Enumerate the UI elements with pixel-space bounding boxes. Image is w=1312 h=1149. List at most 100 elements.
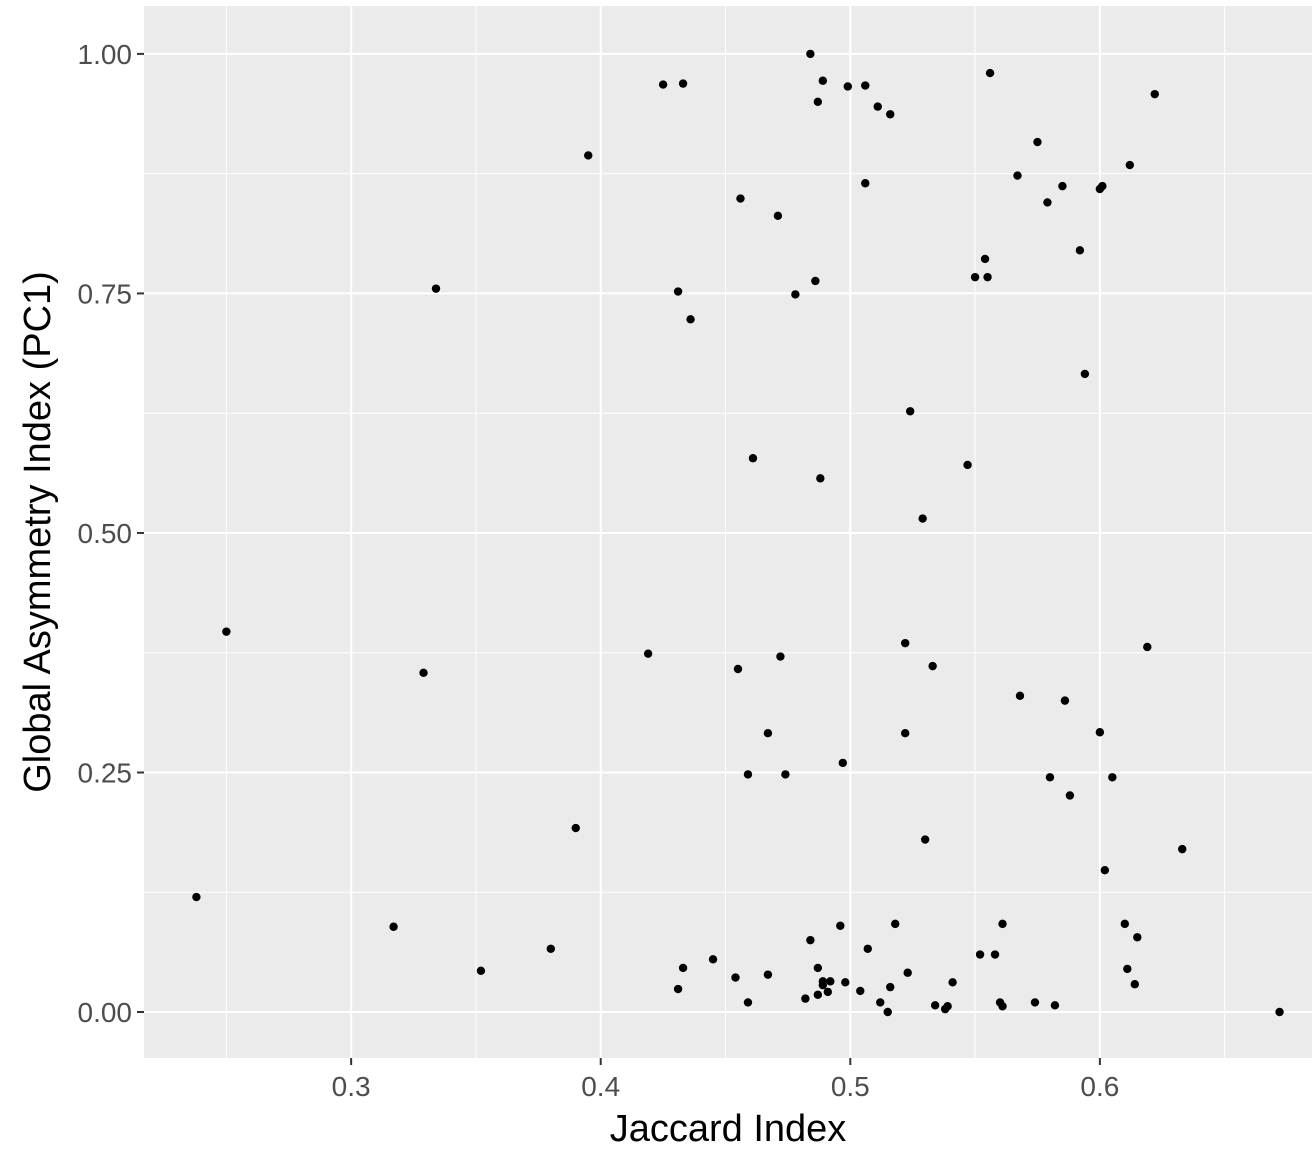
data-point bbox=[995, 998, 1005, 1007]
data-point bbox=[811, 276, 820, 286]
data-point bbox=[900, 729, 910, 738]
data-point bbox=[928, 661, 937, 671]
data-point bbox=[838, 758, 848, 768]
data-point bbox=[970, 272, 980, 282]
data-point bbox=[1015, 691, 1025, 701]
data-point bbox=[920, 835, 930, 844]
data-point bbox=[836, 921, 845, 930]
data-point bbox=[1120, 919, 1130, 929]
major-gridlines bbox=[144, 6, 1312, 1058]
data-point bbox=[763, 970, 773, 979]
data-point bbox=[943, 1002, 952, 1011]
data-point bbox=[886, 982, 895, 992]
data-point bbox=[1043, 198, 1052, 207]
data-point bbox=[584, 151, 593, 160]
data-point bbox=[1033, 137, 1042, 147]
data-point bbox=[1178, 844, 1187, 854]
data-point bbox=[823, 987, 833, 997]
data-point bbox=[801, 994, 810, 1003]
data-point bbox=[678, 79, 688, 88]
data-point bbox=[1125, 160, 1135, 170]
data-point bbox=[776, 652, 785, 661]
data-point bbox=[743, 998, 753, 1007]
data-point bbox=[673, 984, 683, 994]
data-point bbox=[1130, 980, 1140, 989]
x-tick-label: 0.6 bbox=[1080, 1071, 1119, 1102]
data-point bbox=[748, 454, 758, 463]
data-point bbox=[930, 1001, 940, 1010]
data-point bbox=[813, 963, 823, 973]
data-point bbox=[816, 474, 825, 483]
data-point bbox=[1133, 933, 1142, 942]
y-tick-label: 0.75 bbox=[78, 278, 133, 309]
data-point bbox=[975, 950, 985, 959]
data-point bbox=[1108, 773, 1117, 782]
data-point bbox=[841, 978, 850, 987]
data-point bbox=[861, 81, 870, 90]
data-point bbox=[731, 973, 740, 982]
data-point bbox=[708, 955, 718, 964]
data-point bbox=[1065, 791, 1075, 800]
data-point bbox=[813, 990, 823, 999]
data-point bbox=[1080, 369, 1090, 379]
data-point bbox=[948, 978, 957, 987]
data-point bbox=[571, 823, 580, 833]
x-axis: 0.3 0.4 0.5 0.6 bbox=[332, 1058, 1119, 1102]
x-axis-title: Jaccard Index bbox=[610, 1108, 847, 1149]
data-point bbox=[773, 211, 783, 221]
data-point bbox=[886, 110, 895, 119]
x-tick-label: 0.3 bbox=[332, 1071, 371, 1102]
y-axis: 0.00 0.25 0.50 0.75 1.00 bbox=[78, 39, 144, 1028]
data-point bbox=[389, 922, 398, 931]
data-point bbox=[891, 919, 900, 929]
data-point bbox=[1050, 1001, 1060, 1010]
y-tick-label: 0.25 bbox=[78, 757, 133, 788]
data-point bbox=[903, 968, 912, 977]
data-point bbox=[222, 627, 231, 636]
data-point bbox=[863, 944, 872, 953]
data-point bbox=[419, 668, 428, 678]
data-point bbox=[1030, 998, 1040, 1007]
y-tick-label: 0.50 bbox=[78, 518, 133, 549]
data-point bbox=[1123, 964, 1132, 974]
y-tick-label: 1.00 bbox=[78, 39, 133, 70]
data-point bbox=[900, 638, 910, 648]
data-point bbox=[983, 272, 992, 282]
data-point bbox=[546, 944, 556, 953]
data-point bbox=[733, 664, 743, 674]
data-point bbox=[658, 80, 668, 89]
data-point bbox=[876, 998, 885, 1007]
data-point bbox=[806, 935, 815, 945]
data-point bbox=[781, 770, 790, 779]
data-point bbox=[678, 963, 688, 973]
data-point bbox=[985, 68, 995, 78]
data-point bbox=[918, 514, 927, 523]
data-point bbox=[1058, 181, 1067, 191]
data-point bbox=[826, 977, 835, 986]
data-point bbox=[843, 82, 852, 91]
data-points bbox=[192, 49, 1284, 1017]
data-point bbox=[980, 254, 990, 264]
x-tick-label: 0.4 bbox=[581, 1071, 620, 1102]
data-point bbox=[1143, 642, 1152, 652]
data-point bbox=[813, 97, 823, 107]
data-point bbox=[763, 729, 773, 738]
data-point bbox=[883, 1007, 892, 1017]
data-point bbox=[861, 179, 870, 188]
y-axis-title: Global Asymmetry Index (PC1) bbox=[17, 271, 59, 793]
data-point bbox=[431, 284, 441, 293]
y-tick-label: 0.00 bbox=[78, 997, 133, 1028]
data-point bbox=[856, 986, 865, 996]
data-point bbox=[686, 315, 695, 324]
data-point bbox=[1095, 728, 1105, 737]
data-point bbox=[1275, 1007, 1284, 1017]
data-point bbox=[673, 287, 683, 296]
data-point bbox=[476, 966, 486, 976]
data-point bbox=[1013, 171, 1022, 180]
data-point bbox=[743, 770, 753, 779]
data-point bbox=[1045, 773, 1055, 782]
data-point bbox=[1100, 866, 1110, 875]
data-point bbox=[643, 649, 653, 658]
